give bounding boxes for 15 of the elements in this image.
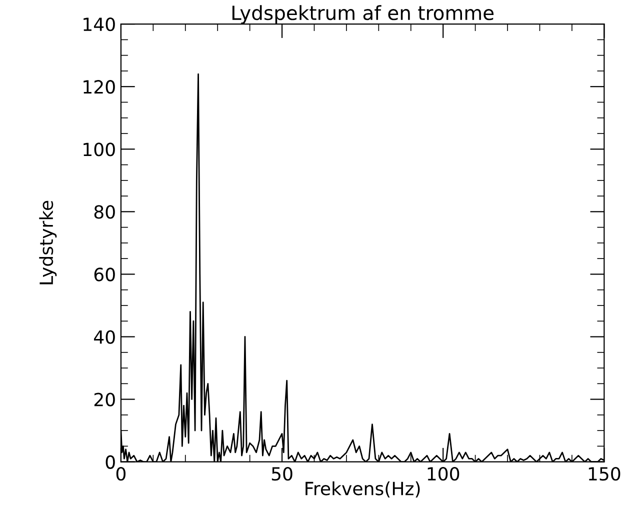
y-tick-label: 100 (84, 142, 115, 156)
y-tick-label: 20 (94, 392, 115, 406)
x-tick-label: 150 (588, 467, 620, 481)
y-tick-label: 140 (84, 18, 115, 32)
y-tick-label: 40 (94, 330, 115, 344)
chart-title: Lydspektrum af en tromme (232, 5, 494, 24)
y-tick-label: 0 (106, 455, 115, 469)
x-tick-label: 0 (116, 467, 126, 481)
y-axis-title: Lydstyrke (39, 200, 57, 284)
y-tick-label: 80 (94, 205, 115, 219)
y-tick-label: 60 (94, 268, 115, 282)
x-axis-title: Frekvens(Hz) (306, 481, 420, 498)
x-tick-label: 100 (428, 467, 460, 481)
x-tick-label: 50 (272, 467, 292, 481)
y-tick-label: 120 (84, 80, 115, 94)
